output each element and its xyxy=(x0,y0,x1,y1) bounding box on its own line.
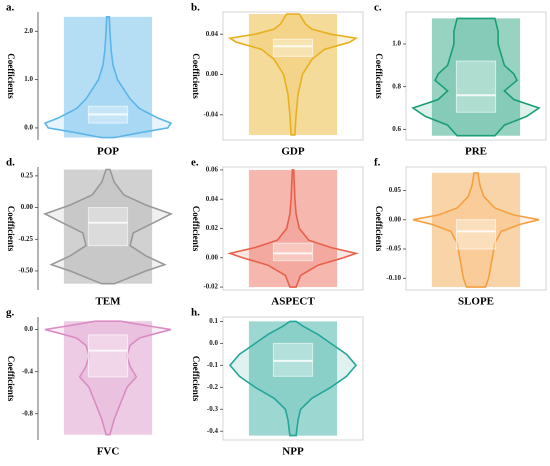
jitter-cloud xyxy=(431,18,521,136)
x-axis-label: POP xyxy=(97,146,119,158)
x-axis-label: NPP xyxy=(282,446,304,458)
jitter-cloud xyxy=(248,14,338,135)
y-tick-label: 1.0 xyxy=(392,40,401,48)
panel-label: a. xyxy=(6,2,15,14)
y-tick-label: -0.3 xyxy=(207,405,219,413)
box xyxy=(87,334,129,378)
plot-frame xyxy=(405,166,547,291)
violin xyxy=(227,169,359,288)
x-axis-label: TEM xyxy=(95,296,121,308)
x-axis-label: GDP xyxy=(281,146,305,158)
box xyxy=(455,60,497,113)
y-tick-label: 1.0 xyxy=(24,75,33,83)
box xyxy=(87,207,129,247)
panel-label: c. xyxy=(374,2,382,14)
jitter-cloud xyxy=(248,321,338,436)
box xyxy=(272,242,314,262)
panel-label: d. xyxy=(6,157,15,169)
y-axis-label: Coefficients xyxy=(374,206,384,252)
y-tick-label: 0.0 xyxy=(209,339,218,347)
jitter-cloud xyxy=(248,169,338,288)
panel-label: f. xyxy=(374,157,381,169)
violin xyxy=(227,13,359,136)
y-tick-label: 0.0 xyxy=(24,325,33,333)
plot-frame xyxy=(405,11,547,141)
y-tick-label: -0.04 xyxy=(203,110,218,118)
y-tick-label: 0.25 xyxy=(21,171,34,179)
y-axis-label: Coefficients xyxy=(191,53,201,99)
y-tick-label: -0.1 xyxy=(207,361,219,369)
y-tick-label: 0.04 xyxy=(206,195,219,203)
violin xyxy=(412,172,540,288)
y-tick-label: -0.02 xyxy=(203,283,218,291)
box xyxy=(455,219,497,250)
y-tick-label: 2.0 xyxy=(24,27,33,35)
y-axis-label: Coefficients xyxy=(6,206,16,252)
y-tick-label: -0.2 xyxy=(207,383,219,391)
panel-label: e. xyxy=(191,157,199,169)
y-tick-label: 0.06 xyxy=(206,166,219,174)
y-axis-label: Coefficients xyxy=(191,356,201,402)
violin xyxy=(44,320,172,436)
jitter-cloud xyxy=(63,169,153,284)
y-tick-label: 0.04 xyxy=(206,30,219,38)
violin xyxy=(228,320,358,437)
y-tick-label: 0.00 xyxy=(206,70,219,78)
y-tick-label: 0.05 xyxy=(389,186,402,194)
jitter-cloud xyxy=(63,16,153,138)
y-tick-label: -0.25 xyxy=(18,235,33,243)
y-axis-label: Coefficients xyxy=(6,356,16,402)
y-tick-label: -0.8 xyxy=(22,409,34,417)
plot-frame xyxy=(222,316,364,441)
x-axis-label: FVC xyxy=(97,446,120,458)
y-tick-label: 0.00 xyxy=(206,253,219,261)
y-tick-label: 0.1 xyxy=(209,317,218,325)
y-tick-label: 0.6 xyxy=(392,125,401,133)
panel-label: g. xyxy=(6,307,15,319)
y-axis-label: Coefficients xyxy=(6,53,16,99)
box xyxy=(272,342,314,377)
y-tick-label: 0.8 xyxy=(392,82,401,90)
y-tick-label: 0.0 xyxy=(24,124,33,132)
panel-label: b. xyxy=(191,2,200,14)
y-tick-label: -0.10 xyxy=(386,274,401,282)
y-tick-label: 0.00 xyxy=(389,215,402,223)
y-axis-label: Coefficients xyxy=(191,206,201,252)
x-axis-label: SLOPE xyxy=(458,296,494,308)
y-tick-label: 0.00 xyxy=(21,203,34,211)
y-tick-label: 0.02 xyxy=(206,224,219,232)
violin xyxy=(43,16,173,139)
box xyxy=(272,38,314,57)
x-axis-label: PRE xyxy=(465,146,487,158)
violin xyxy=(411,17,541,137)
y-tick-label: -0.50 xyxy=(18,267,33,275)
plot-frame xyxy=(222,11,364,141)
y-tick-label: -0.4 xyxy=(22,367,34,375)
y-tick-label: -0.4 xyxy=(207,427,219,435)
violin xyxy=(42,168,174,285)
y-tick-label: -0.05 xyxy=(386,245,401,253)
y-axis-label: Coefficients xyxy=(374,53,384,99)
x-axis-label: ASPECT xyxy=(271,296,315,308)
panel-label: h. xyxy=(191,307,200,319)
